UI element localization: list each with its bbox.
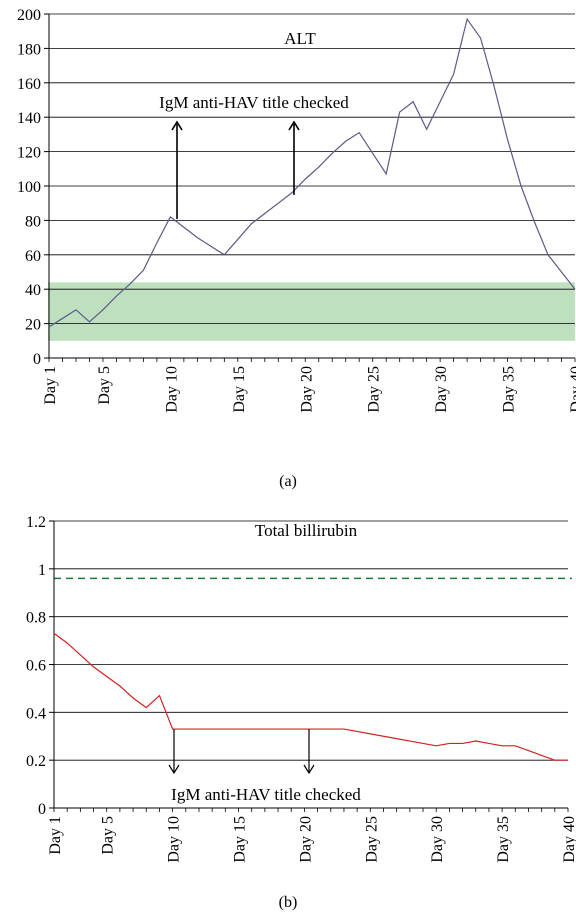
- alt-y-tick-label: 200: [17, 7, 41, 24]
- alt-axes: [48, 14, 576, 362]
- bili-arrow-head: [303, 764, 315, 775]
- alt-panel-label: (a): [279, 473, 297, 490]
- bili-y-tick-label: 0.6: [26, 658, 46, 675]
- alt-y-tick-label: 40: [25, 282, 41, 299]
- alt-y-tick-labels: 0 20 40 60 80 100 120 140 160 180 200: [17, 7, 41, 368]
- bili-annotation-arrows: [168, 729, 315, 775]
- bili-axes: [53, 521, 569, 812]
- alt-y-tick-label: 120: [17, 145, 41, 162]
- alt-y-tick-label: 160: [17, 76, 41, 93]
- alt-annotation-text: IgM anti-HAV title checked: [159, 93, 349, 112]
- bili-panel-label: (b): [279, 894, 298, 911]
- alt-x-tick-label: Day 10: [163, 366, 180, 413]
- bili-annotation-text: IgM anti-HAV title checked: [171, 785, 361, 804]
- bili-y-tick-label: 1: [38, 562, 46, 579]
- bili-y-tick-label: 1.2: [26, 514, 46, 531]
- alt-x-tick-label: Day 35: [501, 366, 518, 413]
- alt-y-tick-label: 60: [25, 248, 41, 265]
- alt-y-tick-label: 20: [25, 317, 41, 334]
- bili-arrow-head: [168, 764, 180, 775]
- alt-x-tick-label: Day 1: [42, 366, 59, 405]
- alt-y-tick-label: 180: [17, 41, 41, 58]
- bili-series-line: [53, 632, 568, 761]
- alt-series-line: [48, 17, 576, 328]
- alt-x-tick-label: Day 5: [96, 366, 113, 405]
- alt-normal-range-band: [48, 282, 575, 341]
- bili-x-tick-label: Day 10: [166, 816, 183, 863]
- alt-gridlines: [44, 13, 575, 359]
- bili-x-tick-label: Day 30: [429, 816, 446, 863]
- alt-x-tick-label: Day 15: [231, 366, 248, 413]
- bili-x-tick-label: Day 15: [232, 816, 249, 863]
- bilirubin-chart-panel: 0 0.2 0.4 0.6 0.8 1 1.2 Day 1 Day 5 Day 10 Day 15…: [26, 514, 576, 911]
- bili-y-tick-label: 0.8: [26, 610, 46, 627]
- alt-y-tick-label: 80: [25, 213, 41, 230]
- bili-y-tick-label: 0.4: [26, 705, 46, 722]
- alt-x-tick-label: Day 30: [433, 366, 450, 413]
- bili-x-tick-label: Day 25: [363, 816, 380, 863]
- bili-y-tick-label: 0: [38, 801, 46, 818]
- alt-y-tick-label: 140: [17, 110, 41, 127]
- alt-annotation-arrows: [171, 120, 300, 219]
- bili-x-tick-labels: Day 1 Day 5 Day 10 Day 15 Day 20 Day 25 Day 30…: [47, 816, 576, 863]
- alt-y-tick-label: 0: [33, 351, 41, 368]
- bili-gridlines: [49, 520, 568, 809]
- alt-y-tick-label: 100: [17, 179, 41, 196]
- alt-x-tick-label: Day 20: [298, 366, 315, 413]
- bili-x-tick-label: Day 20: [297, 816, 314, 863]
- alt-x-tick-label: Day 25: [366, 366, 383, 413]
- bili-x-tick-label: Day 40: [561, 816, 576, 863]
- bili-y-tick-label: 0.2: [26, 753, 46, 770]
- alt-arrow-head: [288, 120, 300, 131]
- alt-x-tick-label: Day 40: [568, 366, 576, 413]
- alt-chart-title: ALT: [284, 29, 316, 48]
- bili-x-tick-label: Day 35: [495, 816, 512, 863]
- bili-y-tick-labels: 0 0.2 0.4 0.6 0.8 1 1.2: [26, 514, 46, 818]
- bili-chart-title: Total billirubin: [255, 521, 358, 540]
- alt-arrow-head: [171, 120, 183, 131]
- alt-x-tick-labels: Day 1 Day 5 Day 10 Day 15 Day 20 Day 25 Day 30…: [42, 366, 576, 413]
- bili-x-tick-label: Day 5: [100, 816, 117, 855]
- bili-x-tick-label: Day 1: [47, 816, 64, 855]
